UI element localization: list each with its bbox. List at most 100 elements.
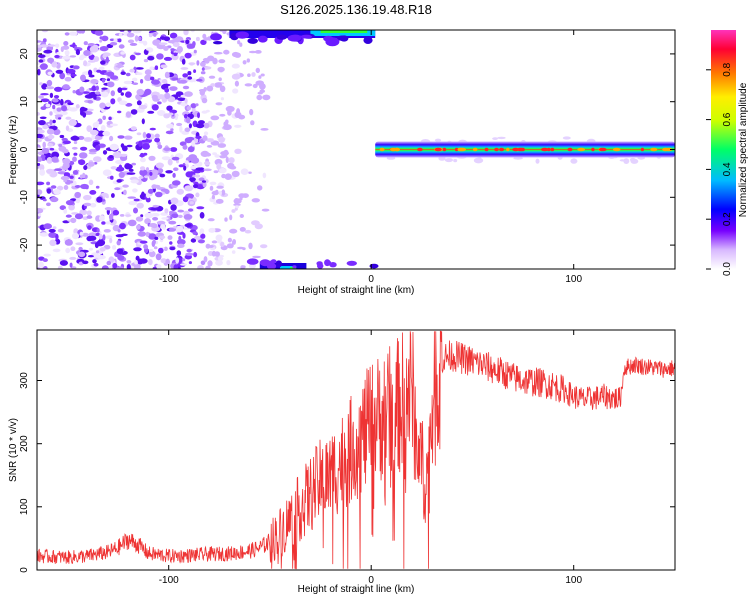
- band-peak: [612, 147, 621, 152]
- noise-blob: [229, 228, 238, 234]
- noise-blob: [142, 143, 150, 150]
- noise-blob: [205, 243, 211, 249]
- noise-blob: [196, 78, 203, 82]
- noise-blob: [62, 158, 71, 165]
- noise-blob: [200, 71, 206, 75]
- noise-blob: [46, 79, 53, 87]
- band-halo: [619, 159, 626, 162]
- noise-blob: [148, 259, 153, 266]
- y-tick-label: 0: [19, 567, 30, 573]
- band-peak: [598, 147, 607, 152]
- noise-blob: [214, 82, 223, 88]
- noise-blob: [218, 77, 222, 82]
- noise-blob: [38, 261, 44, 269]
- noise-blob: [41, 147, 50, 154]
- noise-blob: [183, 113, 188, 119]
- noise-blob: [105, 56, 109, 64]
- bottom-strip: [246, 258, 379, 269]
- noise-blob: [95, 91, 101, 95]
- noise-blob: [153, 32, 157, 37]
- noise-blob: [88, 179, 94, 186]
- noise-blob: [102, 169, 112, 176]
- noise-blob: [83, 137, 93, 142]
- noise-blob: [185, 117, 191, 124]
- noise-blob: [152, 39, 161, 46]
- noise-blob: [177, 243, 185, 248]
- noise-blob: [240, 168, 249, 175]
- noise-blob: [120, 51, 126, 55]
- noise-blob: [127, 196, 136, 199]
- noise-blob: [155, 191, 163, 198]
- band-halo: [570, 158, 578, 164]
- noise-blob: [222, 30, 227, 35]
- noise-blob: [199, 231, 203, 235]
- band-peak: [379, 147, 385, 152]
- noise-blob: [93, 262, 99, 267]
- noise-blob: [128, 168, 134, 172]
- noise-blob: [184, 52, 192, 59]
- noise-blob: [37, 208, 44, 214]
- noise-blob: [160, 224, 166, 229]
- noise-blob: [105, 195, 109, 199]
- noise-blob: [39, 232, 49, 237]
- noise-blob: [96, 228, 100, 233]
- noise-blob: [120, 155, 128, 161]
- noise-blob: [169, 210, 175, 214]
- noise-blob: [139, 258, 148, 264]
- noise-blob: [217, 256, 224, 262]
- noise-blob: [215, 260, 223, 266]
- noise-blob: [163, 36, 171, 42]
- noise-blob: [63, 178, 67, 183]
- noise-blob: [209, 185, 214, 191]
- noise-blob: [59, 72, 66, 80]
- noise-blob: [101, 87, 108, 90]
- noise-blob: [187, 146, 195, 153]
- noise-blob: [61, 137, 68, 142]
- noise-blob: [80, 74, 86, 82]
- noise-blob: [146, 47, 150, 51]
- noise-blob: [117, 255, 125, 261]
- noise-blob: [251, 220, 260, 226]
- noise-blob: [117, 38, 122, 43]
- noise-blob: [195, 36, 200, 42]
- noise-blob: [258, 75, 262, 79]
- noise-blob: [216, 185, 224, 189]
- noise-blob: [59, 134, 65, 139]
- y-tick-label: -10: [19, 190, 30, 205]
- noise-blob: [47, 44, 56, 47]
- noise-blob: [214, 51, 223, 55]
- noise-blob: [68, 31, 78, 36]
- noise-blob: [60, 175, 70, 181]
- noise-blob: [100, 125, 106, 131]
- noise-blob: [160, 64, 168, 69]
- noise-blob: [177, 97, 186, 102]
- noise-blob: [141, 139, 150, 143]
- noise-blob: [37, 68, 41, 76]
- noise-blob: [154, 137, 161, 143]
- noise-blob: [153, 246, 158, 250]
- figure-title: S126.2025.136.19.48.R18: [280, 2, 432, 17]
- noise-blob: [182, 258, 186, 262]
- noise-blob: [185, 163, 189, 168]
- noise-blob: [106, 260, 112, 266]
- noise-blob: [105, 221, 111, 225]
- noise-blob: [190, 165, 197, 170]
- noise-blob: [186, 248, 192, 253]
- noise-blob: [220, 97, 224, 101]
- noise-blob: [251, 72, 256, 77]
- noise-blob: [46, 202, 51, 207]
- noise-blob: [150, 76, 155, 81]
- noise-blob: [102, 54, 108, 59]
- noise-blob: [234, 148, 242, 154]
- noise-blob: [138, 140, 143, 147]
- noise-blob: [201, 180, 207, 183]
- noise-blob: [120, 233, 128, 236]
- noise-blob: [37, 156, 43, 162]
- noise-blob: [226, 260, 231, 266]
- noise-blob: [139, 157, 146, 163]
- noise-blob: [66, 68, 76, 74]
- band-peak: [417, 147, 423, 152]
- noise-blob: [109, 38, 115, 42]
- noise-blob: [72, 170, 79, 175]
